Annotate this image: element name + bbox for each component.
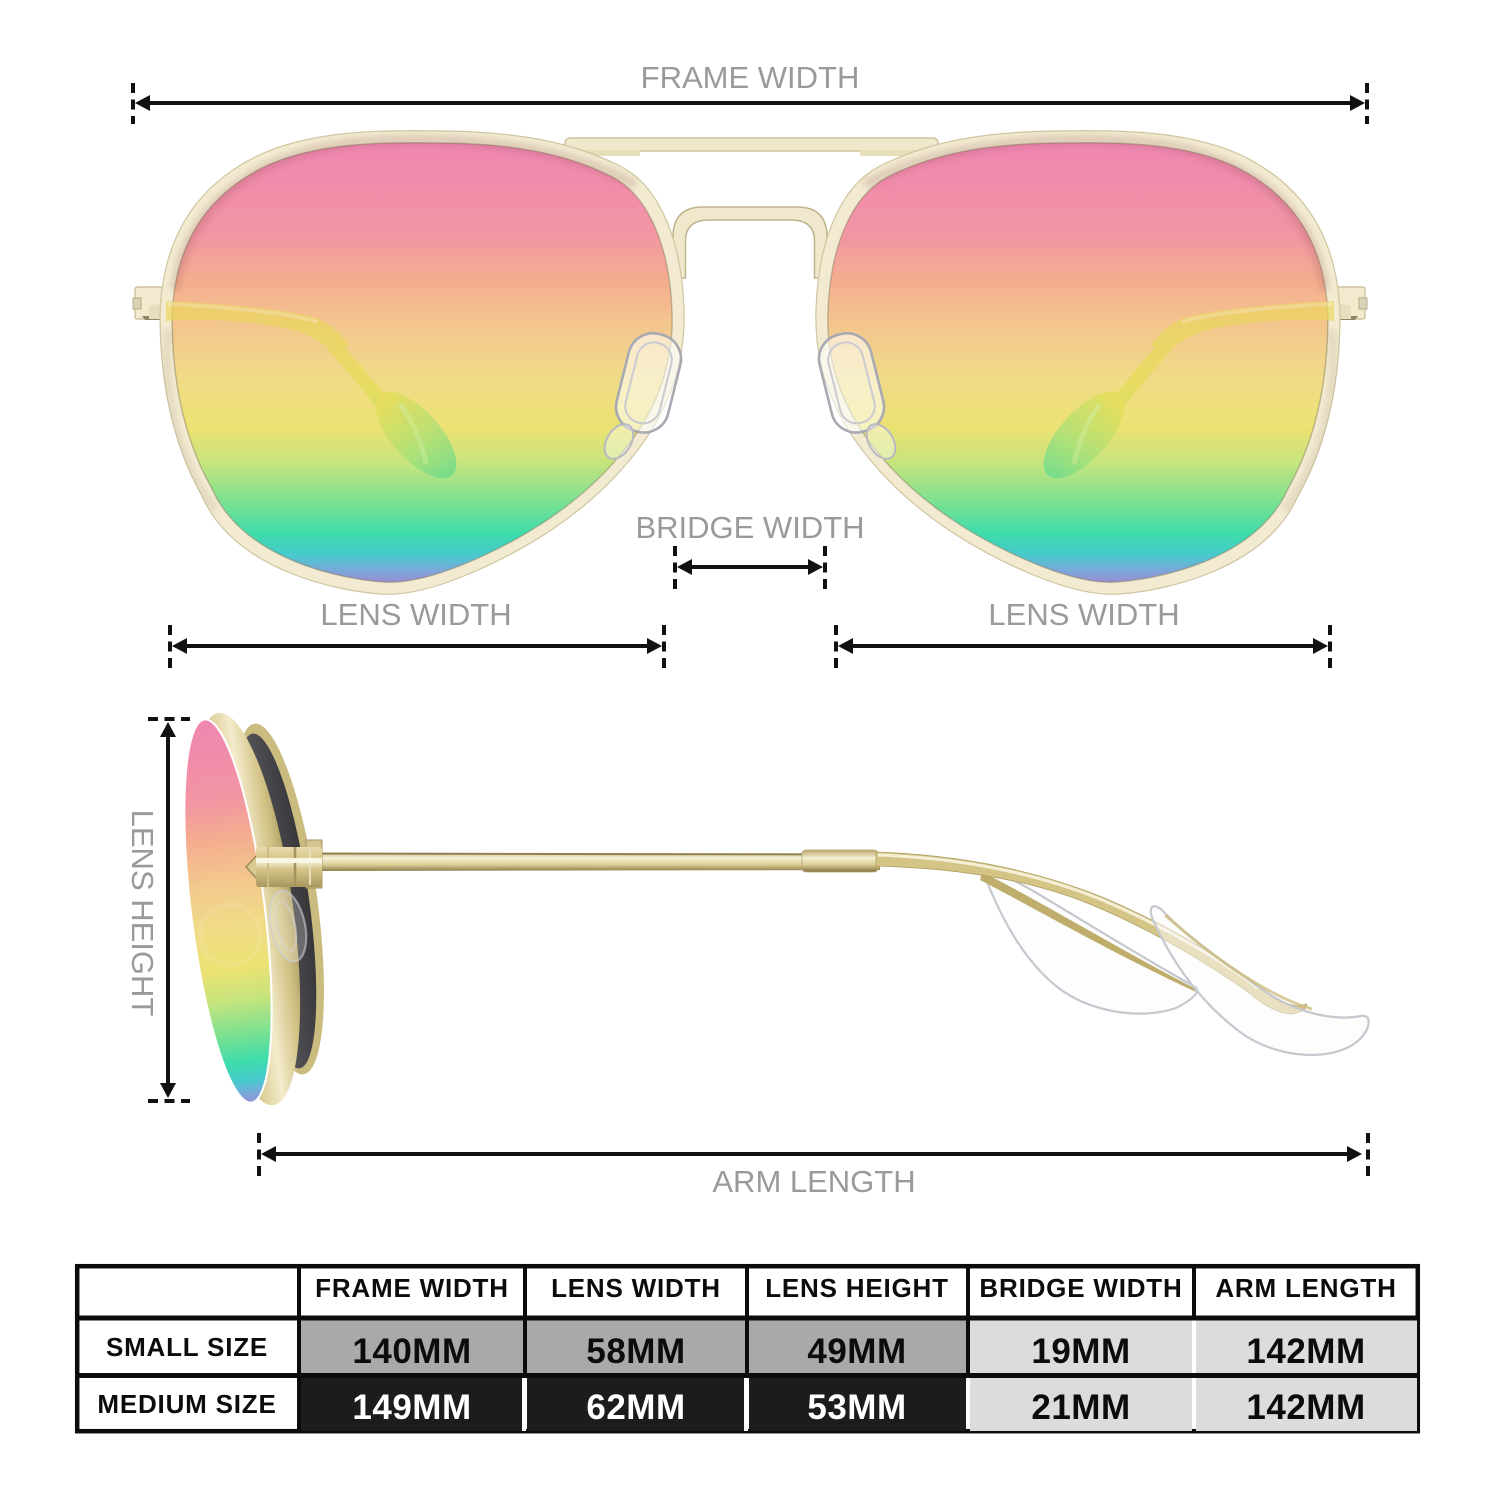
svg-text:BRIDGE WIDTH: BRIDGE WIDTH (979, 1273, 1182, 1303)
svg-text:ARM LENGTH: ARM LENGTH (712, 1164, 915, 1199)
svg-text:149MM: 149MM (352, 1388, 471, 1427)
svg-text:ARM LENGTH: ARM LENGTH (1215, 1273, 1396, 1303)
svg-text:49MM: 49MM (807, 1332, 906, 1371)
svg-text:BRIDGE WIDTH: BRIDGE WIDTH (635, 510, 864, 545)
svg-text:MEDIUM SIZE: MEDIUM SIZE (97, 1389, 276, 1419)
svg-text:142MM: 142MM (1246, 1332, 1365, 1371)
svg-text:19MM: 19MM (1031, 1332, 1130, 1371)
svg-text:FRAME WIDTH: FRAME WIDTH (641, 60, 860, 95)
svg-text:LENS WIDTH: LENS WIDTH (551, 1273, 721, 1303)
svg-text:53MM: 53MM (807, 1388, 906, 1427)
svg-text:LENS WIDTH: LENS WIDTH (320, 597, 511, 632)
svg-text:FRAME WIDTH: FRAME WIDTH (315, 1273, 509, 1303)
svg-text:SMALL SIZE: SMALL SIZE (106, 1332, 268, 1362)
svg-text:140MM: 140MM (352, 1332, 471, 1371)
svg-text:58MM: 58MM (586, 1332, 685, 1371)
svg-text:142MM: 142MM (1246, 1388, 1365, 1427)
svg-text:LENS HEIGHT: LENS HEIGHT (765, 1273, 949, 1303)
svg-text:21MM: 21MM (1031, 1388, 1130, 1427)
svg-text:62MM: 62MM (586, 1388, 685, 1427)
svg-text:LENS WIDTH: LENS WIDTH (988, 597, 1179, 632)
svg-text:LENS HEIGHT: LENS HEIGHT (125, 810, 160, 1017)
